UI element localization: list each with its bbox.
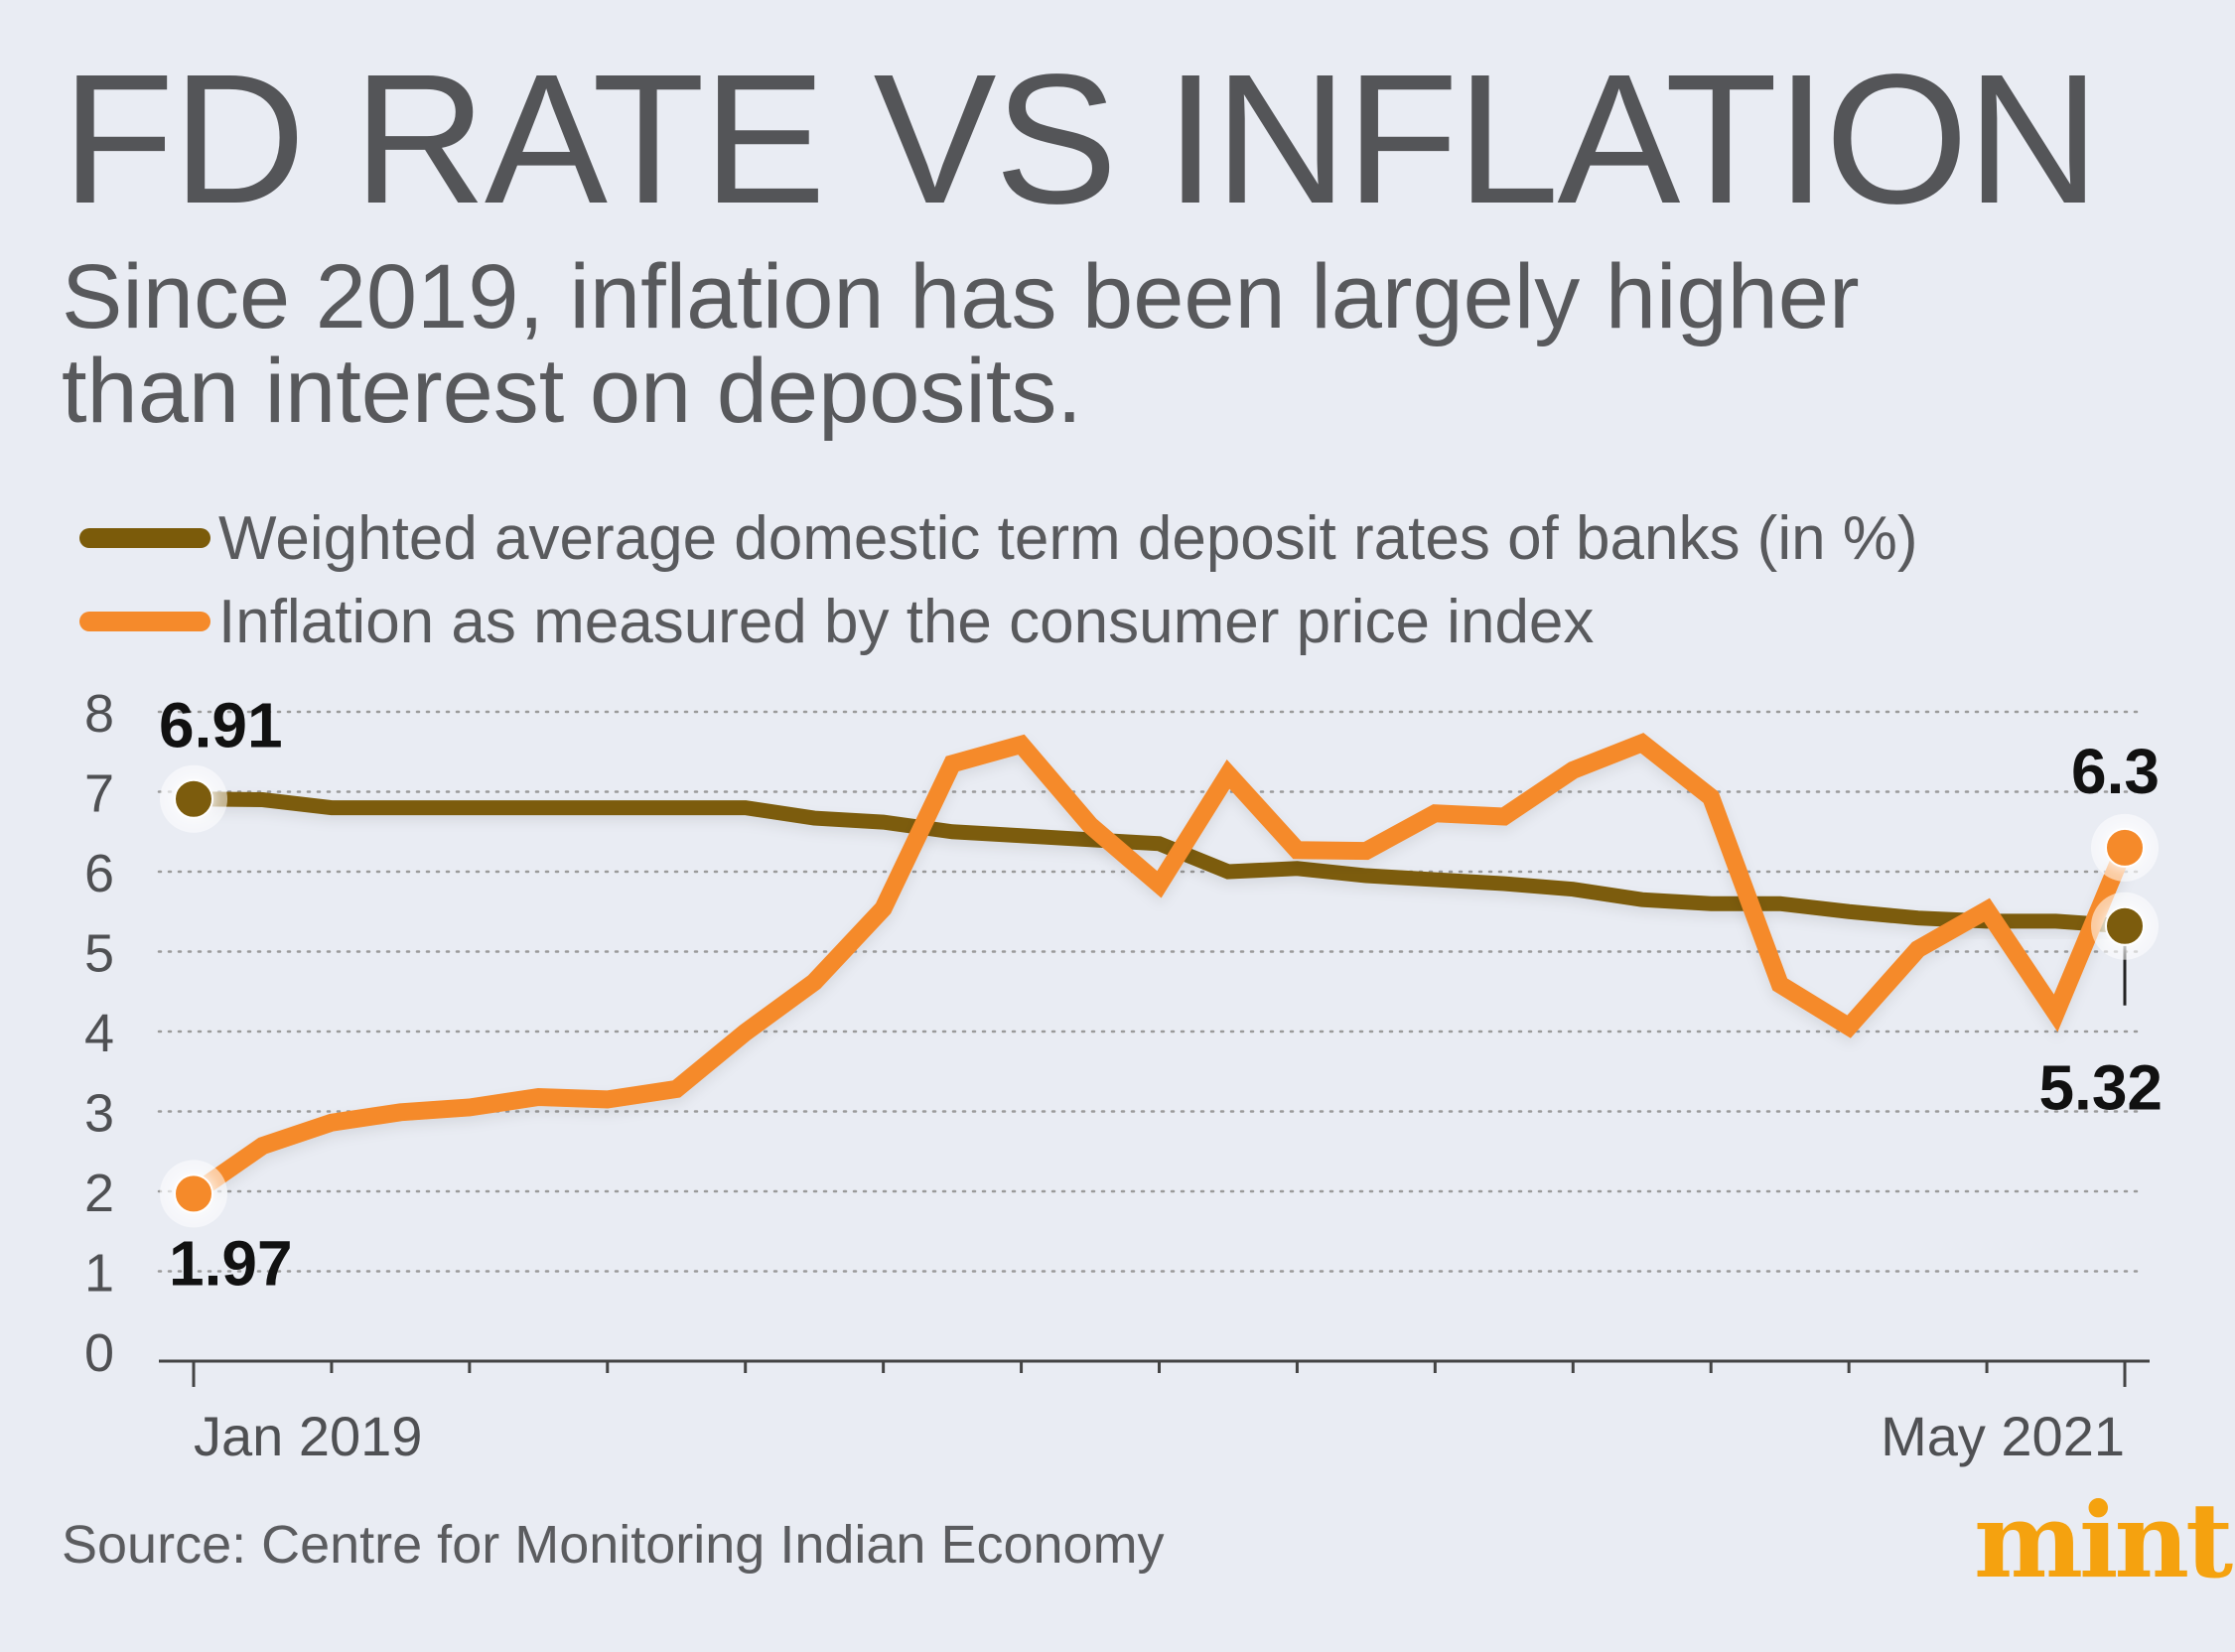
legend-label-inflation: Inflation as measured by the consumer pr… [218,587,1595,656]
deposit-end-point [2105,905,2145,946]
legend-item-deposit-rate: Weighted average domestic term deposit r… [79,496,1918,580]
legend: Weighted average domestic term deposit r… [79,496,1918,663]
series-line-inflation [185,733,2134,1203]
mint-logo: mint [1974,1479,2233,1601]
y-tick-label: 1 [84,1244,114,1304]
legend-item-inflation: Inflation as measured by the consumer pr… [79,580,1918,663]
y-tick-label: 7 [84,764,114,824]
x-tick-label: May 2021 [1881,1405,2125,1467]
source-note: Source: Centre for Monitoring Indian Eco… [62,1515,1165,1575]
y-tick-label: 3 [84,1084,114,1144]
deposit-start-label: 6.91 [159,690,283,761]
inflation-start-point [174,1173,213,1214]
y-tick-label: 8 [84,684,114,744]
series-line-deposit-rate [186,791,2133,934]
legend-swatch-deposit-rate [79,528,210,548]
y-tick-label: 2 [84,1164,114,1223]
inflation-end-label: 6.3 [2071,736,2160,807]
inflation-start-label: 1.97 [169,1227,293,1299]
y-tick-label: 4 [84,1004,114,1063]
x-tick-label: Jan 2019 [194,1405,422,1467]
y-tick-label: 6 [84,844,114,903]
deposit-end-label: 5.32 [2038,1052,2163,1124]
legend-swatch-inflation [79,612,210,631]
chart-subtitle: Since 2019, inflation has been largely h… [62,246,1860,442]
y-tick-label: 5 [84,924,114,984]
chart-title: FD RATE VS INFLATION [62,37,2100,242]
legend-label-deposit-rate: Weighted average domestic term deposit r… [218,503,1918,573]
y-tick-label: 0 [84,1323,114,1383]
deposit-start-point [174,778,213,819]
inflation-end-point [2105,827,2145,868]
